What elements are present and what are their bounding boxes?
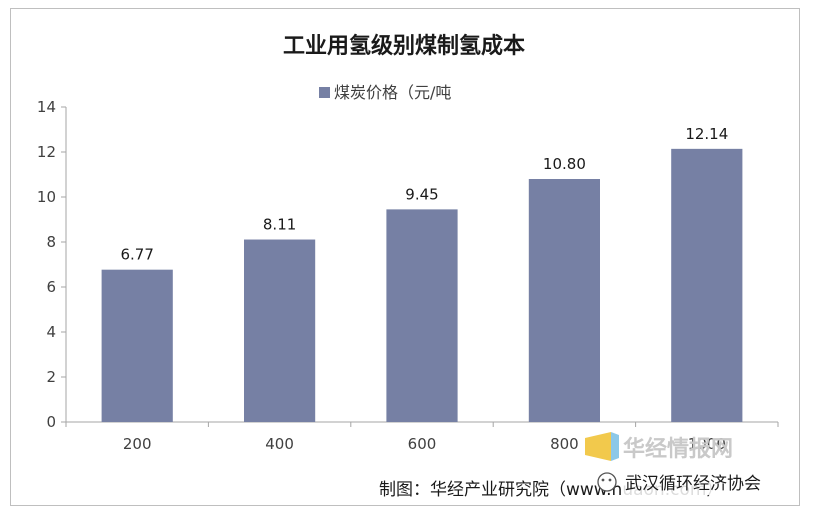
bar (244, 239, 316, 422)
chart-frame: 工业用氢级别煤制氢成本 煤炭价格（元/吨 0 2 4 6 8 10 12 14 6.77 8.1… (10, 8, 800, 506)
legend-label: 煤炭价格（元/吨 (334, 83, 451, 102)
y-tick-label: 12 (37, 143, 56, 161)
legend-swatch (319, 87, 330, 98)
x-tick-label: 400 (265, 435, 294, 453)
bars: 6.77 8.11 9.45 10.80 12.14 (101, 125, 743, 422)
x-tick-label: 600 (408, 435, 437, 453)
y-tick-label: 14 (37, 98, 56, 116)
data-label: 9.45 (405, 185, 438, 203)
y-tick-label: 0 (46, 413, 56, 431)
watermark-account-text: 武汉循环经济协会 (625, 474, 761, 494)
watermark-logo-icon (585, 432, 611, 461)
data-label: 6.77 (120, 246, 153, 264)
x-tick-label: 800 (550, 435, 579, 453)
bar (101, 269, 173, 422)
data-label: 8.11 (263, 216, 296, 234)
chart-svg: 工业用氢级别煤制氢成本 煤炭价格（元/吨 0 2 4 6 8 10 12 14 6.77 8.1… (37, 33, 789, 500)
y-ticks: 0 2 4 6 8 10 12 14 (37, 98, 66, 431)
y-tick-label: 8 (46, 233, 56, 251)
x-tick-label: 200 (123, 435, 152, 453)
x-tick-label: 1000 (688, 435, 726, 453)
wechat-icon-eye-left (601, 478, 605, 482)
chart-title: 工业用氢级别煤制氢成本 (283, 33, 525, 59)
y-tick-label: 4 (46, 323, 56, 341)
watermark-site-text: 华经情报网 (623, 436, 733, 462)
watermark-logo-shade (611, 432, 619, 461)
bar (671, 148, 743, 422)
watermark-account-bg (623, 469, 789, 495)
data-label: 10.80 (543, 155, 586, 173)
watermark-account: 武汉循环经济协会 (597, 469, 789, 495)
y-tick-label: 10 (37, 188, 56, 206)
y-tick-label: 6 (46, 278, 56, 296)
watermark-site: 华经情报网 (585, 432, 733, 462)
bar (386, 209, 458, 422)
x-ticks: 200 400 600 800 1000 (65, 422, 779, 453)
wechat-icon-eye-right (608, 478, 612, 482)
bar (528, 179, 600, 422)
data-label: 12.14 (685, 125, 728, 143)
wechat-icon (597, 472, 617, 492)
y-tick-label: 2 (46, 368, 56, 386)
